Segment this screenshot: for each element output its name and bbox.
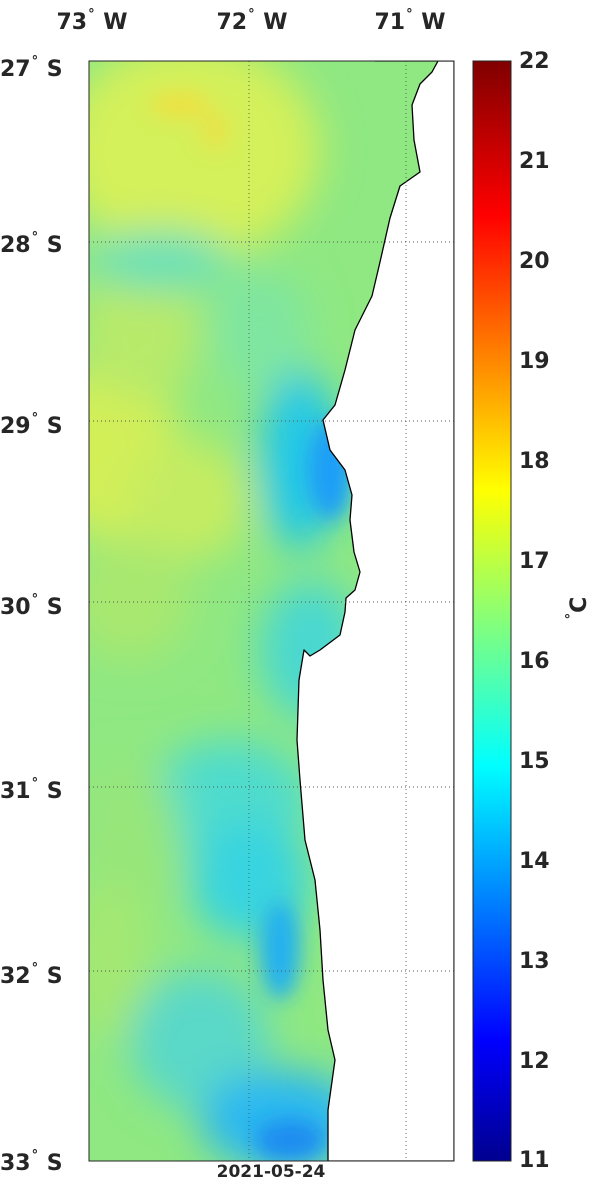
- lon-label-72w: 72° W: [216, 7, 288, 35]
- date-label: 2021-05-24: [216, 1162, 326, 1182]
- colorbar: [472, 60, 512, 1162]
- colorbar-tick-label: 20: [519, 249, 550, 274]
- colorbar-tick-label: 19: [519, 349, 550, 374]
- colorbar-tick-label: 21: [519, 149, 550, 174]
- lon-label-73w: 73° W: [56, 7, 128, 35]
- lat-label-30s: 30° S: [0, 592, 63, 620]
- colorbar-tick-label: 18: [519, 449, 550, 474]
- lat-label-33s: 33° S: [0, 1148, 63, 1176]
- colorbar-tick-label: 13: [519, 949, 550, 974]
- lat-label-27s: 27° S: [0, 54, 63, 82]
- lat-label-28s: 28° S: [0, 230, 63, 258]
- colorbar-tick-label: 22: [519, 49, 550, 74]
- graticule: [89, 61, 454, 1161]
- colorbar-tick-label: 15: [519, 749, 550, 774]
- colorbar-tick-label: 17: [519, 549, 550, 574]
- sst-field: [89, 61, 454, 1161]
- colorbar-unit-label: °C: [564, 596, 592, 620]
- map-frame: [88, 60, 455, 1162]
- colorbar-tick-label: 16: [519, 649, 550, 674]
- lat-label-29s: 29° S: [0, 411, 63, 439]
- colorbar-tick-label: 11: [519, 1148, 550, 1173]
- lat-label-32s: 32° S: [0, 961, 63, 989]
- lon-label-71w: 71° W: [374, 7, 446, 35]
- colorbar-tick-label: 14: [519, 849, 550, 874]
- lat-label-31s: 31° S: [0, 776, 63, 804]
- colorbar-tick-label: 12: [519, 1049, 550, 1074]
